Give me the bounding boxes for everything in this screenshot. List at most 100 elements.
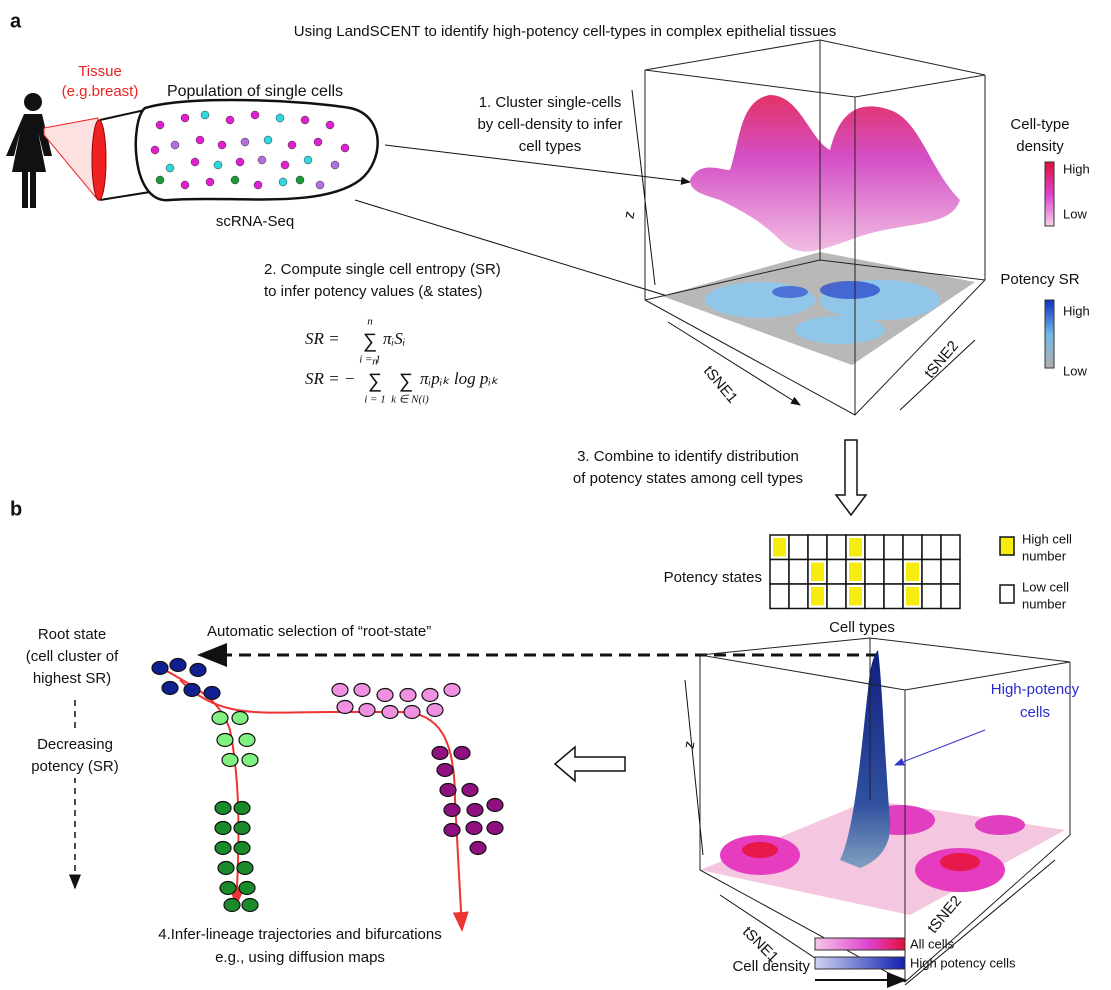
- legend-label: High cell: [1022, 531, 1072, 546]
- cell: [184, 684, 200, 697]
- root-state: Root state: [38, 626, 106, 643]
- density-surface: [690, 95, 960, 252]
- high-potency-label: cells: [1020, 704, 1050, 721]
- cell: [181, 181, 189, 189]
- cell: [234, 802, 250, 815]
- cell: [377, 689, 393, 702]
- cell: [171, 141, 179, 149]
- formula-sum: ∑: [368, 370, 382, 392]
- hollow-arrow: [555, 747, 625, 781]
- legend-label: All cells: [910, 936, 955, 951]
- decreasing: Decreasing: [37, 736, 113, 753]
- cell: [242, 754, 258, 767]
- axis-label: tSNE1: [700, 363, 741, 407]
- formula-1: SR = ∑ n i = 1 πᵢSᵢ: [305, 316, 405, 366]
- cell: [232, 712, 248, 725]
- cell: [222, 754, 238, 767]
- formula-sum: ∑: [363, 330, 377, 352]
- cell: [191, 158, 199, 166]
- cell: [201, 111, 209, 119]
- root-state: highest SR): [33, 670, 111, 687]
- color-bar: [815, 938, 905, 950]
- formula-sum: ∑: [399, 370, 413, 392]
- grid-cell: [827, 584, 846, 609]
- legend-label: Low cell: [1022, 579, 1069, 594]
- grid-cell-fill: [849, 563, 862, 582]
- person-icon: [6, 93, 52, 208]
- cell: [332, 684, 348, 697]
- cell: [422, 689, 438, 702]
- grid-cell: [941, 584, 960, 609]
- grid-cell-fill: [811, 563, 824, 582]
- step4: 4.Infer-lineage trajectories and bifurca…: [158, 926, 442, 943]
- formula-lower: i = 1: [364, 394, 385, 406]
- cell: [220, 882, 236, 895]
- cell: [440, 784, 456, 797]
- legend-swatch: [1000, 585, 1014, 603]
- cell: [151, 146, 159, 154]
- arrow: [895, 730, 985, 765]
- cell: [181, 114, 189, 122]
- cell: [444, 804, 460, 817]
- cell: [254, 181, 262, 189]
- population-label: Population of single cells: [167, 83, 343, 100]
- legend-title: Potency SR: [1000, 271, 1079, 288]
- step2: to infer potency values (& states): [264, 283, 482, 300]
- grid-cell-fill: [906, 587, 919, 606]
- grid-cell: [827, 560, 846, 585]
- color-bar: [1045, 300, 1054, 368]
- grid-cell-fill: [849, 538, 862, 557]
- grid-cell: [884, 535, 903, 560]
- grid-label: Cell types: [829, 619, 895, 636]
- legend-swatch: [1000, 537, 1014, 555]
- grid-cell: [808, 535, 827, 560]
- cell: [359, 704, 375, 717]
- formula-lower: k ∈ N(i): [391, 394, 429, 406]
- cell: [454, 747, 470, 760]
- root-state: (cell cluster of: [26, 648, 119, 665]
- cell: [427, 704, 443, 717]
- grid-cell: [922, 535, 941, 560]
- figure: a Using LandSCENT to identify high-poten…: [0, 0, 1111, 990]
- grid-cell: [903, 535, 922, 560]
- grid-cell: [884, 560, 903, 585]
- formula-2: SR = − ∑ n i = 1 ∑ k ∈ N(i) πᵢpᵢₖ log pᵢ…: [305, 356, 499, 406]
- grid-label: Potency states: [664, 569, 762, 586]
- grid-cell: [865, 535, 884, 560]
- grid-cell: [922, 584, 941, 609]
- cell: [251, 111, 259, 119]
- color-bar: [1045, 162, 1054, 226]
- legend-label: High: [1063, 161, 1090, 176]
- density-legend-label: Cell density: [732, 958, 810, 975]
- cell: [206, 178, 214, 186]
- potency-grid: [770, 535, 960, 609]
- cell: [162, 682, 178, 695]
- cell: [382, 706, 398, 719]
- grid-cell-fill: [773, 538, 786, 557]
- hollow-arrow: [836, 440, 866, 515]
- grid-cell-fill: [811, 587, 824, 606]
- legend-label: Low: [1063, 363, 1087, 378]
- cell: [170, 659, 186, 672]
- cell: [276, 114, 284, 122]
- legend-label: number: [1022, 596, 1067, 611]
- cell: [444, 684, 460, 697]
- cell: [237, 862, 253, 875]
- step2: 2. Compute single cell entropy (SR): [264, 261, 501, 278]
- formula-term: πᵢpᵢₖ log pᵢₖ: [420, 369, 499, 388]
- formula-upper: n: [372, 356, 378, 368]
- decreasing: potency (SR): [31, 758, 119, 775]
- cell: [432, 747, 448, 760]
- cell: [204, 687, 220, 700]
- tissue-icon: [92, 120, 106, 200]
- cell: [354, 684, 370, 697]
- step3: 3. Combine to identify distribution: [577, 448, 799, 465]
- axis-label: z: [620, 210, 638, 220]
- cell: [166, 164, 174, 172]
- cell: [279, 178, 287, 186]
- grid-cell: [884, 584, 903, 609]
- cell: [218, 141, 226, 149]
- legend-title: Cell-type: [1010, 116, 1069, 133]
- cell: [316, 181, 324, 189]
- cell: [258, 156, 266, 164]
